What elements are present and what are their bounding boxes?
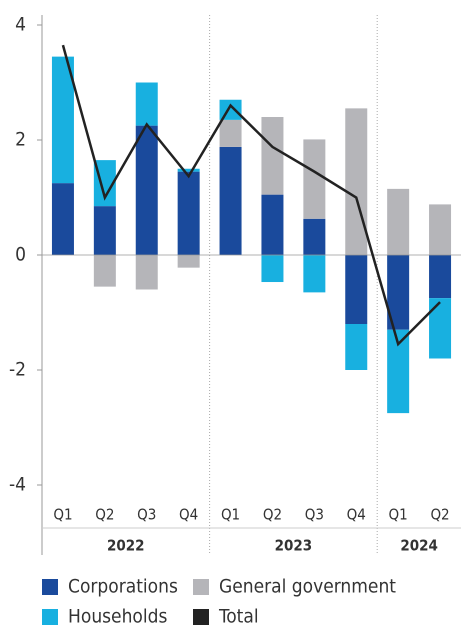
x-tick-label: Q4 <box>179 506 198 524</box>
bar <box>135 255 158 290</box>
x-tick-label: Q4 <box>347 506 366 524</box>
bar <box>387 255 410 330</box>
bar <box>303 218 326 255</box>
x-tick-label: Q2 <box>263 506 282 524</box>
bar <box>303 139 326 219</box>
bar <box>429 298 452 359</box>
legend-label: Corporations <box>68 576 178 598</box>
bar <box>93 160 116 207</box>
legend-label: Households <box>68 606 167 628</box>
bar <box>429 204 452 255</box>
bar <box>261 117 284 195</box>
bar <box>51 56 74 184</box>
x-tick-label: Q3 <box>137 506 156 524</box>
bar <box>429 255 452 299</box>
x-tick-label: Q1 <box>221 506 240 524</box>
group-label: 2022 <box>107 537 145 555</box>
x-tick-label: Q2 <box>430 506 449 524</box>
legend-label: Total <box>218 606 259 628</box>
bar <box>219 119 242 147</box>
legend-swatch <box>193 579 209 595</box>
bar <box>177 171 200 255</box>
bar <box>345 255 368 324</box>
bar <box>93 206 116 255</box>
legend-swatch <box>42 579 58 595</box>
legend-swatch <box>42 609 58 625</box>
y-tick-label: 4 <box>15 14 26 36</box>
bar <box>177 255 200 268</box>
bar <box>387 329 410 414</box>
group-label: 2023 <box>275 537 313 555</box>
group-label: 2024 <box>400 537 438 555</box>
bar <box>51 183 74 255</box>
bar <box>135 125 158 255</box>
bar <box>345 324 368 370</box>
bar <box>219 146 242 255</box>
x-tick-label: Q1 <box>53 506 72 524</box>
x-tick-label: Q3 <box>305 506 324 524</box>
bar <box>135 82 158 126</box>
total-line <box>61 44 441 347</box>
y-tick-label: 0 <box>15 244 26 266</box>
bar <box>387 188 410 255</box>
bar <box>303 255 326 293</box>
bar <box>177 168 200 172</box>
x-tick-label: Q2 <box>95 506 114 524</box>
bar <box>261 194 284 255</box>
y-tick-label: -2 <box>9 359 26 381</box>
bar <box>93 255 116 287</box>
y-tick-label: -4 <box>9 474 26 496</box>
legend-label: General government <box>219 576 396 598</box>
bar <box>345 108 368 255</box>
bar <box>261 255 284 283</box>
legend-swatch <box>193 609 209 625</box>
y-tick-label: 2 <box>15 129 26 151</box>
x-tick-label: Q1 <box>389 506 408 524</box>
